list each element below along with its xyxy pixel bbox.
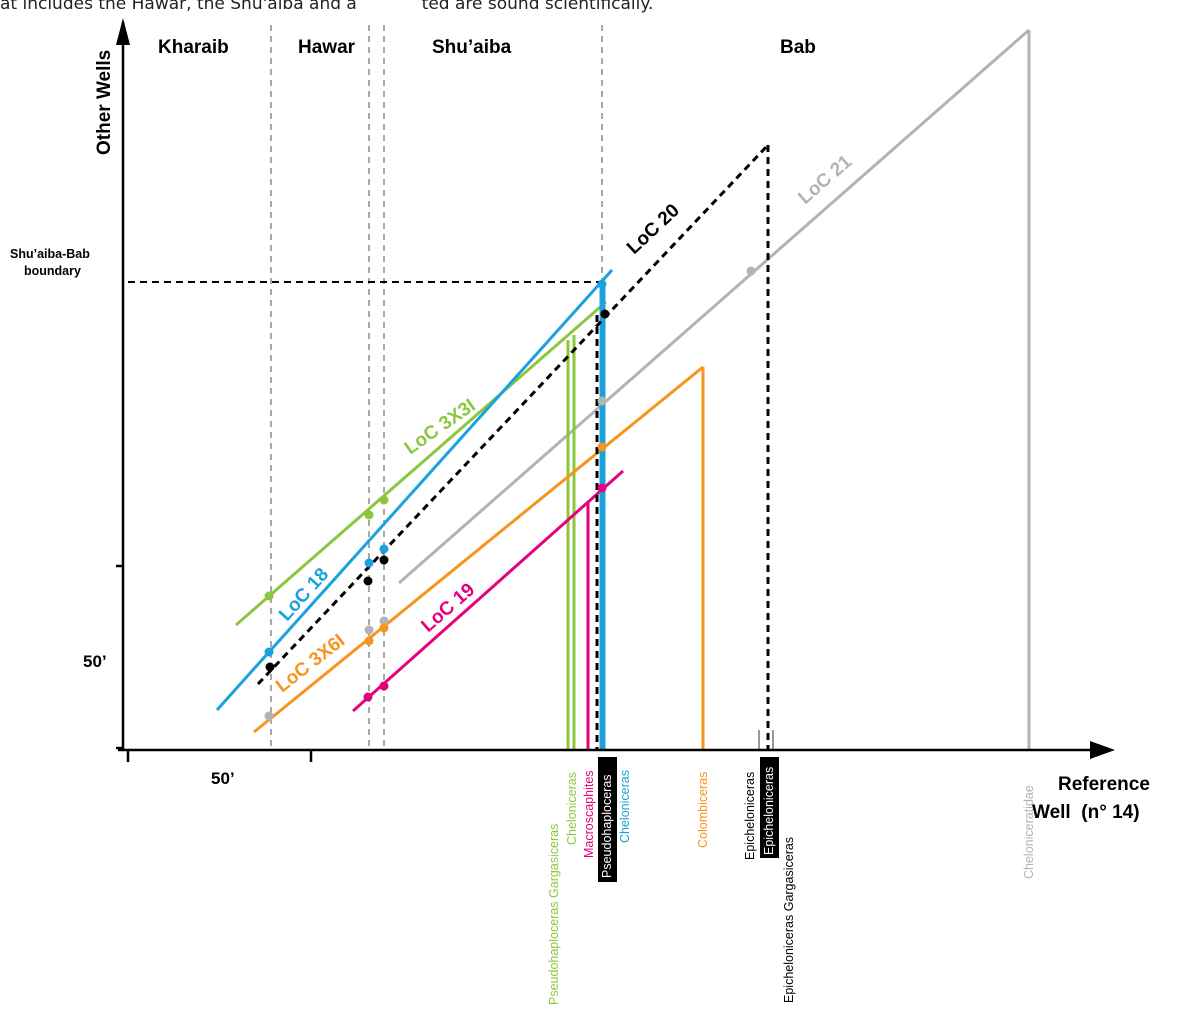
formation-kharaib: Kharaib <box>158 37 229 58</box>
magenta-dots <box>363 483 607 702</box>
loc-18-lines <box>215 268 614 750</box>
y-axis-title: Other Wells <box>94 50 115 155</box>
x-axis-arrowhead <box>1090 741 1115 759</box>
x-axis-tick-label: 50’ <box>211 769 235 788</box>
loc-3x3i-lines <box>235 300 607 750</box>
taxon-label: Pseudohaploceras Gargasiceras <box>547 824 561 1005</box>
formation-shuaiba: Shu’aiba <box>432 37 512 58</box>
taxon-highlight-box <box>598 757 617 882</box>
orange-dots <box>364 442 607 646</box>
black-dots <box>265 309 610 672</box>
taxon-label: Pseudohaploceras <box>600 774 614 878</box>
green-dots <box>264 495 389 601</box>
axes <box>116 22 1095 762</box>
loc-21-lines <box>398 28 1031 750</box>
loc-3x6i-lines <box>253 365 705 750</box>
taxon-label: Cheloniceras <box>618 770 632 843</box>
blue-dots <box>264 279 607 657</box>
formation-bab: Bab <box>780 37 816 58</box>
taxon-label: Epicheloniceras Gargasiceras <box>782 837 796 1003</box>
taxon-label: Cheloniceras <box>565 772 579 845</box>
taxon-label: Epicheloniceras <box>743 772 757 860</box>
loc-18-label: LoC 18 <box>275 564 333 625</box>
gray-dots <box>264 266 756 721</box>
loc-3x3i-label: LoC 3X3I <box>401 395 480 459</box>
taxon-label: Macroscaphites <box>582 770 596 858</box>
boundary-label-line1: Shu’aiba-Bab <box>10 247 90 261</box>
x-axis-title-line2: Well (n° 14) <box>1032 802 1140 823</box>
taxon-highlight-box <box>760 757 779 858</box>
loc-21-label: LoC 21 <box>795 151 857 209</box>
boundary-label-line2: boundary <box>24 264 81 278</box>
formation-hawar: Hawar <box>298 37 356 58</box>
loc-19-lines <box>352 469 624 750</box>
taxon-label: Epicheloniceras <box>762 767 776 855</box>
loc-20-label: LoC 20 <box>623 200 684 259</box>
taxa-labels: Pseudohaploceras Gargasiceras Chelonicer… <box>547 757 1036 1005</box>
taxon-label: Colombiceras <box>696 772 710 848</box>
header-text-fragment: at includes the Hawar, the Shu'aiba and … <box>0 0 654 14</box>
x-axis-title-line1: Reference <box>1058 774 1150 795</box>
y-axis-arrowhead <box>116 18 130 45</box>
epicheloniceras-ticks <box>758 730 774 750</box>
loc-20-lines <box>256 143 770 750</box>
y-axis-tick-label: 50’ <box>83 652 107 671</box>
taxon-label: Cheloniceratidae <box>1022 785 1036 879</box>
